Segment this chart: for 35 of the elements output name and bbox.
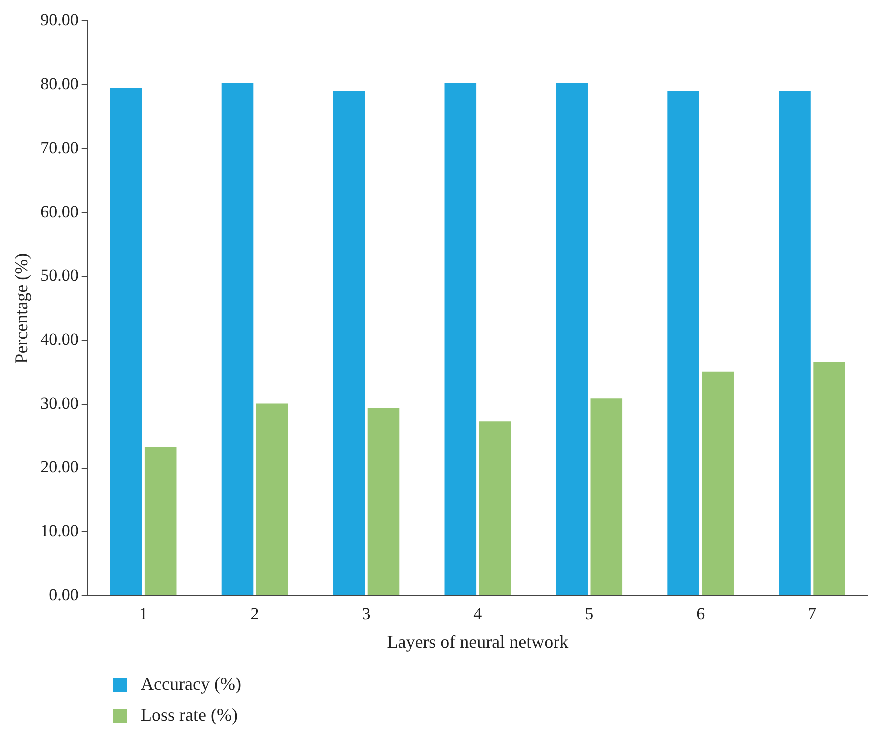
x-tick-label: 6 [696, 604, 706, 624]
bar [814, 362, 846, 596]
y-tick-label: 0.00 [49, 585, 79, 604]
legend-label: Accuracy (%) [141, 674, 242, 695]
x-tick-label: 1 [139, 604, 148, 624]
bar [144, 447, 177, 596]
bar [779, 91, 811, 596]
y-axis-title: Percentage (%) [12, 253, 32, 364]
x-tick-label: 4 [474, 604, 483, 624]
bar [668, 91, 700, 596]
bar [333, 91, 366, 596]
y-tick-label: 20.00 [40, 458, 79, 477]
bar [222, 83, 254, 596]
x-tick-label: 5 [585, 604, 594, 624]
y-tick-label: 50.00 [40, 266, 79, 286]
bar [556, 83, 588, 596]
bar [444, 83, 477, 596]
x-tick-label: 3 [362, 604, 371, 624]
bar [256, 404, 288, 596]
bar [590, 398, 623, 596]
bar [702, 372, 734, 596]
y-tick-label: 60.00 [40, 202, 79, 222]
y-tick-label: 10.00 [40, 522, 79, 541]
bar [368, 408, 400, 596]
y-tick-label: 90.00 [40, 10, 79, 30]
x-tick-label: 7 [808, 604, 818, 624]
legend-label: Loss rate (%) [141, 705, 238, 726]
y-tick-label: 30.00 [40, 394, 79, 413]
bar [110, 88, 142, 596]
x-axis-title: Layers of neural network [387, 632, 569, 652]
bar [479, 422, 512, 596]
y-tick-label: 80.00 [40, 74, 79, 94]
y-tick-label: 70.00 [40, 138, 79, 158]
y-tick-label: 40.00 [40, 330, 79, 349]
x-tick-label: 2 [250, 604, 260, 624]
